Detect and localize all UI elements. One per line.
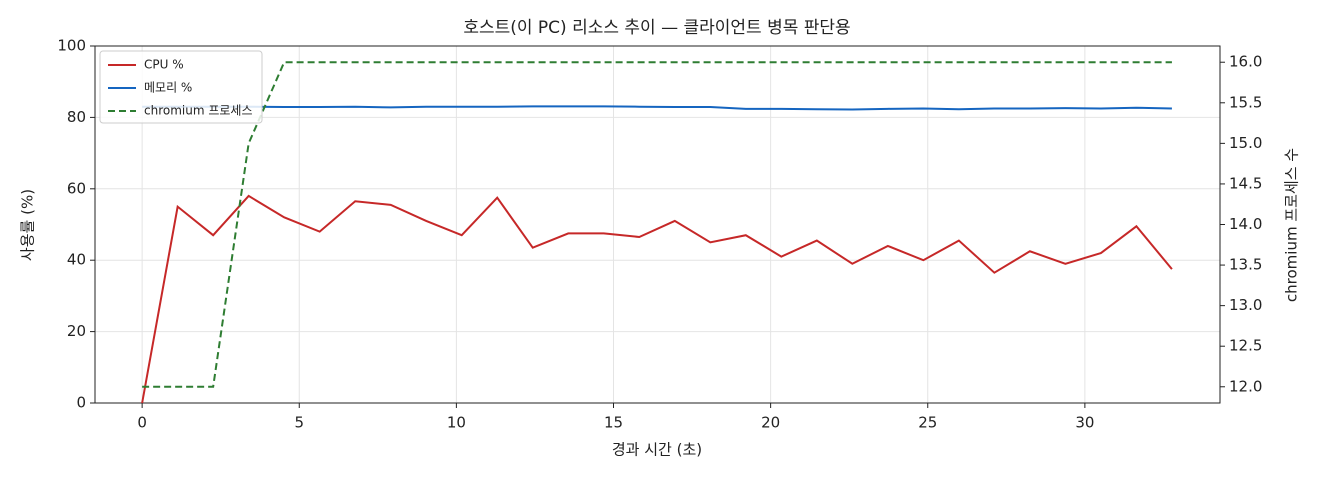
legend: CPU % 메모리 % chromium 프로세스: [99, 50, 263, 124]
y2-axis-label: chromium 프로세스 수: [1283, 148, 1301, 302]
y2-tick-label: 16.0: [1229, 53, 1262, 71]
y-tick-label: 40: [67, 251, 86, 269]
x-tick-label: 0: [137, 414, 147, 432]
y2-tick-label: 14.5: [1229, 174, 1262, 192]
y-tick-label: 20: [67, 322, 86, 340]
y2-tick-label: 15.0: [1229, 134, 1262, 152]
y-axis-label: 사용률 (%): [19, 189, 37, 261]
series-line: [141, 194, 1173, 404]
y2-tick-label: 13.5: [1229, 256, 1262, 274]
chart-title: 호스트(이 PC) 리소스 추이 — 클라이언트 병목 판단용: [463, 18, 850, 38]
y2-tick-label: 15.5: [1229, 93, 1262, 111]
plot-frame: [94, 45, 1221, 404]
y-tick-label: 100: [57, 37, 86, 55]
legend-label: 메모리 %: [144, 81, 192, 95]
x-tick-label: 30: [1075, 414, 1094, 432]
x-tick-label: 20: [761, 414, 780, 432]
x-tick-label: 10: [447, 414, 466, 432]
y-tick-label: 60: [67, 179, 86, 197]
y2-tick-label: 12.0: [1229, 377, 1262, 395]
y-tick-label: 80: [67, 108, 86, 126]
x-tick-label: 25: [918, 414, 937, 432]
x-tick-label: 15: [604, 414, 623, 432]
y2-tick-label: 13.0: [1229, 296, 1262, 314]
x-tick-label: 5: [294, 414, 304, 432]
series-line: [142, 61, 1172, 388]
y-tick-label: 0: [76, 394, 86, 412]
y2-tick-label: 14.0: [1229, 215, 1262, 233]
x-axis-label: 경과 시간 (초): [612, 441, 702, 459]
series-line: [142, 105, 1172, 111]
legend-box: [99, 50, 263, 124]
legend-label: CPU %: [144, 58, 184, 72]
legend-label: chromium 프로세스: [144, 104, 253, 118]
y2-tick-label: 12.5: [1229, 337, 1262, 355]
